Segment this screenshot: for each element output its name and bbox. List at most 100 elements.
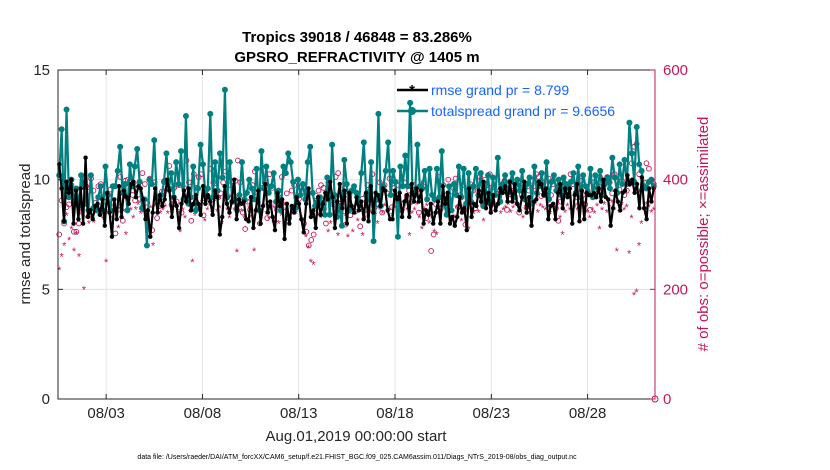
rmse-point [469,214,474,220]
rmse-point [543,186,549,191]
possible-obs-point [504,206,510,213]
assimilated-obs-point: * [521,213,526,225]
possible-obs-point [379,209,386,216]
assimilated-obs-point: * [230,199,235,211]
rmse-point [227,210,232,215]
rmse-point [464,227,469,233]
assimilated-obs-point: * [227,213,232,225]
rmse-point [642,205,647,211]
totalspread-point [207,110,214,117]
rmse-point [124,195,129,200]
rmse-point [275,190,280,196]
rmse-point [188,208,194,213]
rmse-point [88,208,93,213]
assimilated-obs-point: * [304,232,309,244]
grid [58,70,655,399]
assimilated-obs-point: * [225,205,230,217]
totalspread-point [197,141,204,148]
assimilated-obs-point: * [637,240,642,252]
rmse-point [148,234,153,239]
assimilated-obs-point: * [615,246,620,258]
rmse-point [514,201,520,206]
totalspread-point [163,150,170,157]
assimilated-obs-point: * [72,246,77,258]
rmse-point [474,203,479,209]
assimilated-obs-point: * [620,199,625,211]
totalspread-point [368,159,375,166]
totalspread-point [385,139,392,146]
rmse-point [483,205,489,211]
assimilated-obs-point: * [597,224,602,236]
assimilated-obs-point: * [190,257,195,269]
totalspread-point [204,185,211,192]
legend: * rmse grand pr = 8.799 totalspread gran… [397,82,615,119]
rmse-point [143,216,148,222]
assimilated-obs-point: * [116,223,121,235]
rmse-point [131,179,136,185]
rmse-point [426,212,431,217]
totalspread-point [477,170,484,177]
rmse-point [162,197,167,202]
rmse-point [267,199,273,204]
rmse-point [107,210,112,215]
assimilated-obs-point: * [346,232,351,244]
assimilated-obs-point: * [610,198,615,210]
y-tick-label-right: 600 [663,62,688,79]
assimilated-obs-point: * [629,213,634,225]
totalspread-point [470,183,477,190]
rmse-point [121,188,127,193]
totalspread-point [173,159,180,166]
rmse-point [519,195,525,200]
assimilated-obs-point: * [205,205,210,217]
assimilated-obs-point: * [67,235,72,247]
assimilated-obs-point: * [459,216,464,228]
rmse-point [330,195,335,200]
assimilated-obs-point: * [600,205,605,217]
x-tick-label: 08/23 [473,405,511,422]
assimilated-obs-point: * [361,231,366,243]
rmse-point [606,197,611,202]
totalspread-point [509,170,516,177]
totalspread-point [402,152,409,159]
assimilated-obs-point: * [565,201,570,213]
x-tick-label: 08/03 [87,405,125,422]
rmse-point [109,234,115,239]
rmse-point [630,177,635,182]
rmse-point [409,181,414,187]
totalspread-point [124,207,131,214]
assimilated-obs-point: * [136,199,141,211]
rmse-point [565,195,570,200]
totalspread-point [633,124,640,131]
assimilated-obs-point: * [496,201,501,213]
assimilated-obs-point: * [484,205,489,217]
rmse-point [594,195,599,200]
rmse-point [498,186,503,191]
rmse-point [284,201,290,206]
rmse-point [637,205,642,211]
totalspread-point [604,174,611,181]
totalspread-point [394,233,401,240]
assimilated-obs-point: * [398,208,403,220]
assimilated-obs-point: * [336,231,341,243]
assimilated-obs-point: * [237,202,242,214]
rmse-point [160,203,165,209]
rmse-point [222,184,227,189]
rmse-point [296,201,302,206]
assimilated-obs-point: * [358,206,363,218]
totalspread-point [178,148,185,155]
totalspread-point [592,172,599,179]
rmse-point [205,192,211,198]
totalspread-point [636,161,643,168]
totalspread-point [399,183,406,190]
totalspread-point [151,137,158,144]
rmse-point [152,186,158,191]
totalspread-point [78,172,85,179]
assimilated-obs-point: * [87,219,92,231]
totalspread-point [489,174,496,181]
totalspread-point [175,181,182,188]
possible-obs-point [188,217,195,224]
rmse-point [287,221,292,226]
rmse-point [90,216,95,222]
assimilated-obs-point: * [476,208,481,220]
